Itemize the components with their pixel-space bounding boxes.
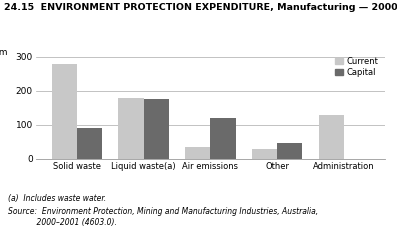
Bar bbox=[277, 143, 303, 159]
Bar bbox=[77, 128, 102, 159]
Legend: Current, Capital: Current, Capital bbox=[332, 54, 381, 79]
Text: Source:  Environment Protection, Mining and Manufacturing Industries, Australia,: Source: Environment Protection, Mining a… bbox=[8, 207, 318, 216]
Text: 24.15  ENVIRONMENT PROTECTION EXPENDITURE, Manufacturing — 2000–01: 24.15 ENVIRONMENT PROTECTION EXPENDITURE… bbox=[4, 3, 397, 12]
Bar bbox=[52, 64, 77, 159]
Y-axis label: $m: $m bbox=[0, 48, 8, 57]
Bar bbox=[144, 99, 169, 159]
Bar bbox=[318, 115, 344, 159]
Text: 2000–2001 (4603.0).: 2000–2001 (4603.0). bbox=[8, 218, 117, 227]
Bar bbox=[210, 118, 236, 159]
Bar bbox=[118, 98, 144, 159]
Bar bbox=[185, 147, 210, 159]
Bar bbox=[252, 149, 277, 159]
Text: (a)  Includes waste water.: (a) Includes waste water. bbox=[8, 194, 106, 203]
